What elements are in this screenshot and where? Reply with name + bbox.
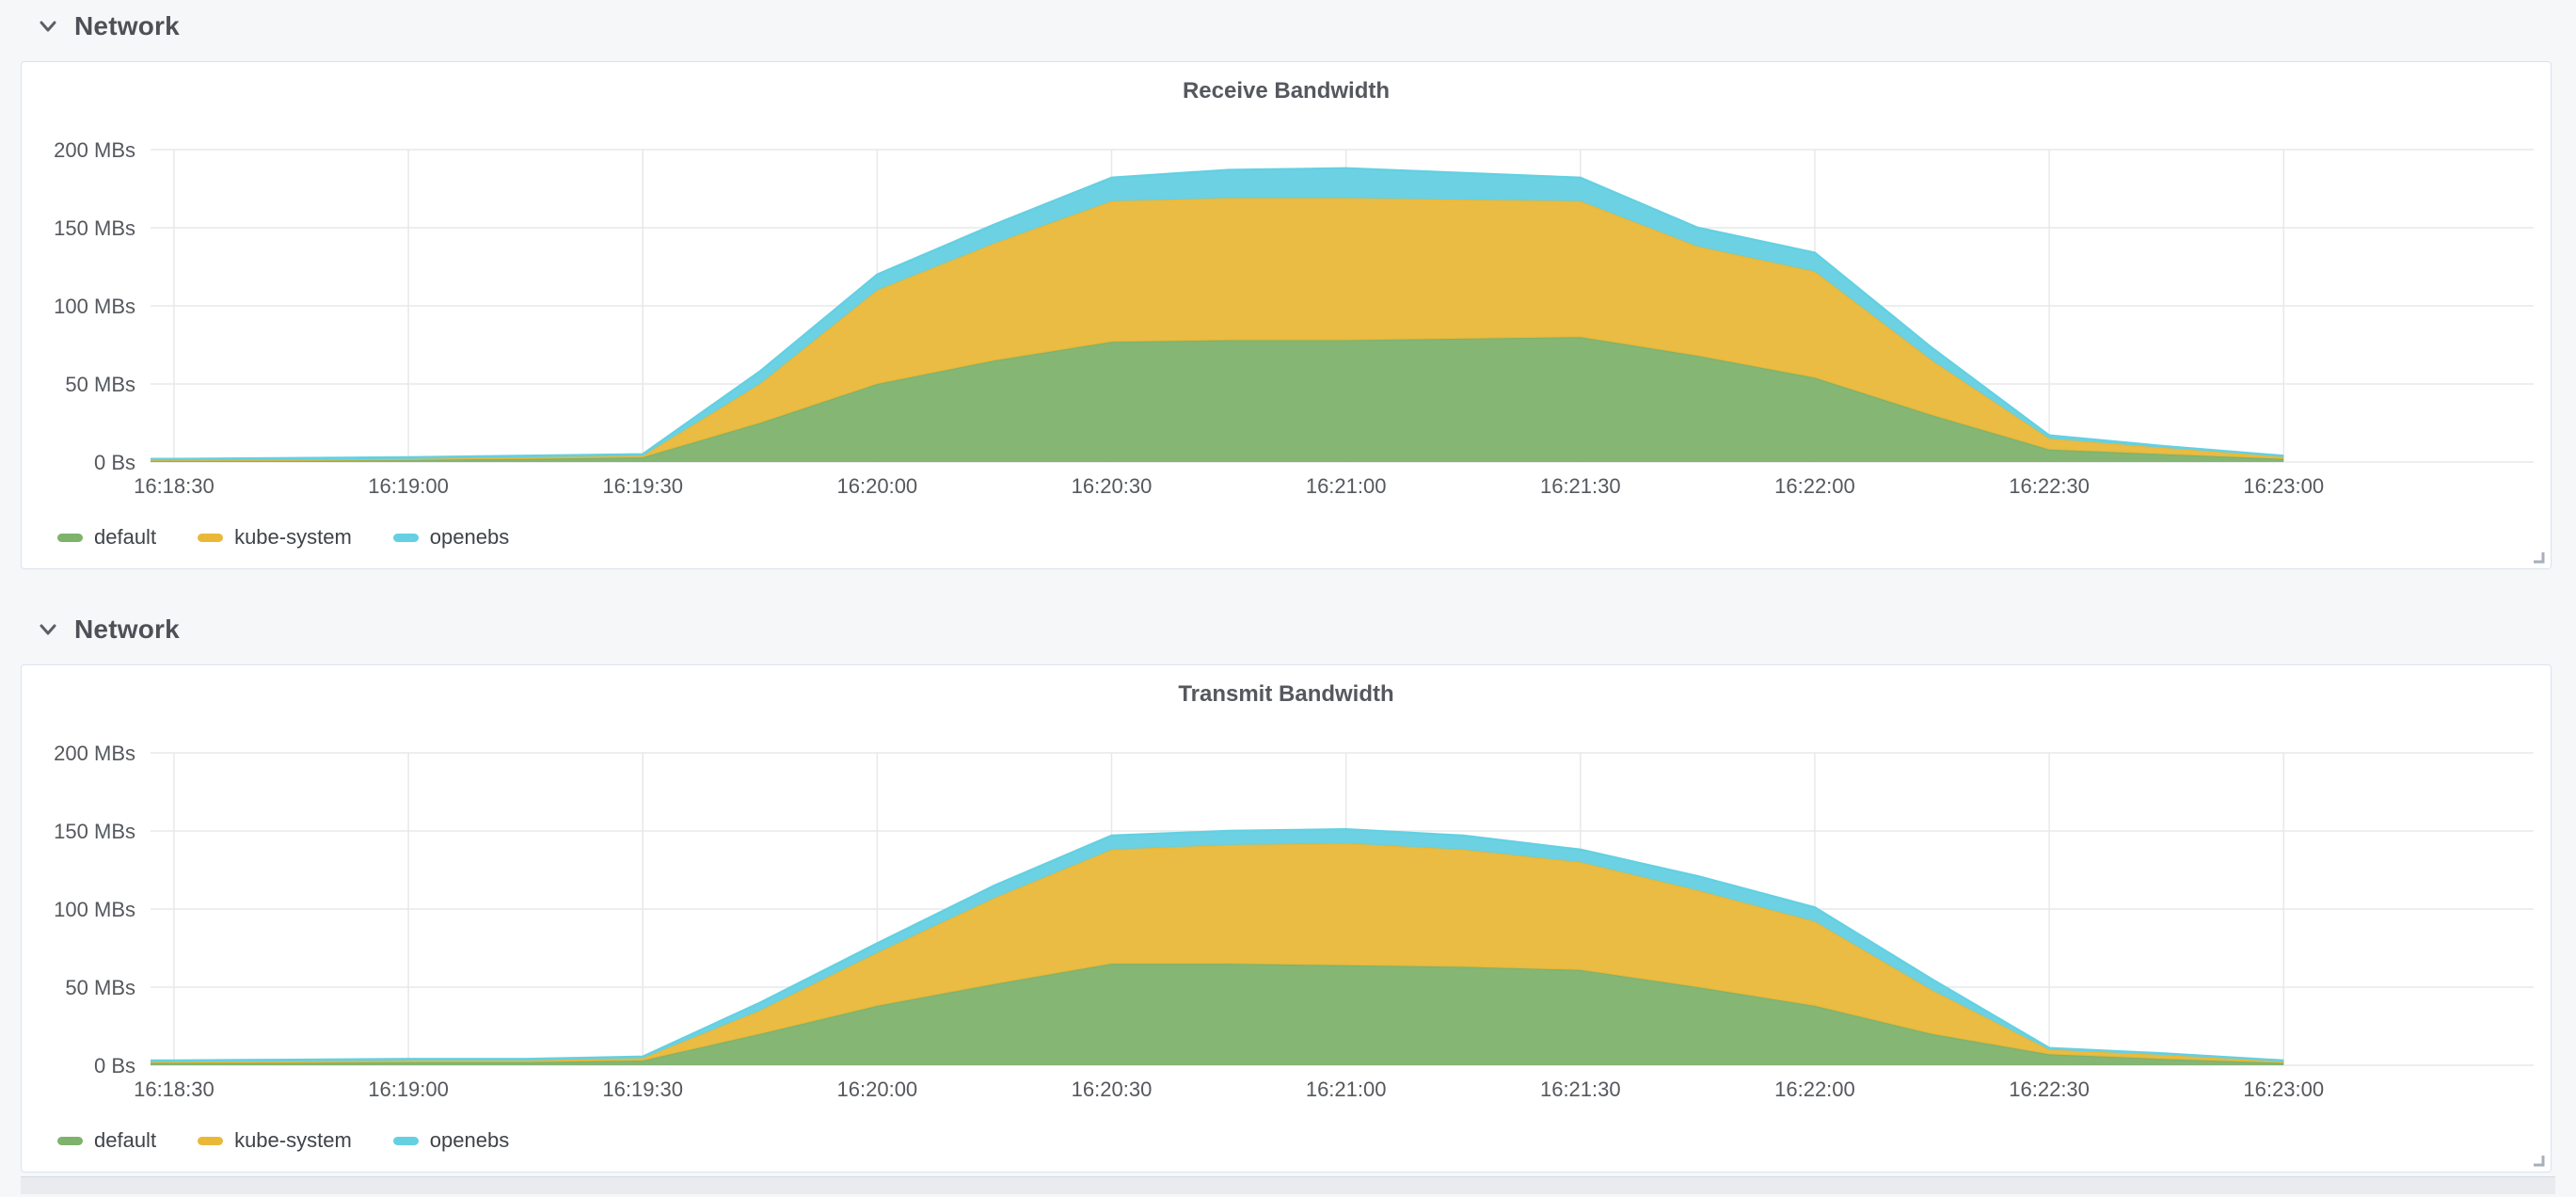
x-axis-label: 16:18:30 xyxy=(134,1077,215,1101)
receive-bandwidth-chart[interactable]: 0 Bs 50 MBs 100 MBs 150 MBs 200 MBs 16:18:30 1… xyxy=(35,119,2537,514)
legend-swatch xyxy=(198,1136,224,1145)
y-axis-label: 0 Bs xyxy=(94,451,135,474)
series-line-openebs xyxy=(151,167,2284,460)
chevron-down-icon xyxy=(36,617,60,642)
legend-label: openebs xyxy=(429,1128,510,1152)
x-axis-label: 16:19:00 xyxy=(368,474,449,498)
panel-resize-handle[interactable] xyxy=(2531,550,2546,565)
x-axis-label: 16:20:30 xyxy=(1072,1077,1153,1101)
x-axis-label: 16:20:30 xyxy=(1072,474,1153,498)
y-axis-label: 50 MBs xyxy=(65,976,135,999)
series-area-kube-system xyxy=(151,198,2284,461)
legend-swatch xyxy=(392,533,419,542)
x-axis-label: 16:20:00 xyxy=(837,474,918,498)
x-axis-label: 16:21:30 xyxy=(1540,1077,1621,1101)
x-axis-label: 16:22:30 xyxy=(2009,1077,2090,1101)
x-axis-label: 16:19:30 xyxy=(602,474,683,498)
legend-item-kube-system[interactable]: kube-system xyxy=(198,525,352,550)
y-axis-label: 150 MBs xyxy=(54,820,135,843)
y-axis-label: 150 MBs xyxy=(54,216,135,240)
legend-label: kube-system xyxy=(234,1128,352,1152)
chart-canvas: 0 Bs 50 MBs 100 MBs 150 MBs 200 MBs 16:18:30 1… xyxy=(54,742,2534,1101)
legend-label: default xyxy=(94,1128,157,1152)
series-area-kube-system xyxy=(151,843,2284,1063)
legend-label: default xyxy=(94,525,157,549)
legend-item-kube-system[interactable]: kube-system xyxy=(198,1128,352,1153)
x-axis-label: 16:23:00 xyxy=(2243,1077,2324,1101)
panel-title[interactable]: Receive Bandwidth xyxy=(1182,78,1391,104)
legend: default kube-system openebs xyxy=(35,1117,2537,1157)
row-title: Network xyxy=(74,11,180,40)
legend-swatch xyxy=(57,1136,83,1145)
x-axis-label: 16:23:00 xyxy=(2243,474,2324,498)
x-axis-label: 16:19:00 xyxy=(368,1077,449,1101)
row-divider xyxy=(21,1176,2555,1194)
x-axis-label: 16:21:30 xyxy=(1540,474,1621,498)
x-axis-label: 16:21:00 xyxy=(1306,1077,1387,1101)
x-axis-label: 16:21:00 xyxy=(1306,474,1387,498)
legend-item-openebs[interactable]: openebs xyxy=(392,1128,510,1153)
series-area-openebs xyxy=(151,168,2284,460)
row-header-network-1[interactable]: Network xyxy=(21,0,2555,43)
panel-title[interactable]: Transmit Bandwidth xyxy=(1178,681,1394,707)
panel-transmit-bandwidth: Transmit Bandwidth 0 Bs 50 MBs 100 MBs 150 … xyxy=(21,664,2552,1173)
legend-swatch xyxy=(198,533,224,542)
y-axis-label: 200 MBs xyxy=(54,742,135,765)
row-title: Network xyxy=(74,614,180,644)
legend-label: openebs xyxy=(429,525,510,549)
x-axis-label: 16:20:00 xyxy=(837,1077,918,1101)
y-axis-label: 100 MBs xyxy=(54,295,135,318)
row-header-network-2[interactable]: Network xyxy=(21,603,2555,646)
legend-item-default[interactable]: default xyxy=(57,1128,156,1153)
legend-swatch xyxy=(57,533,83,542)
transmit-bandwidth-chart[interactable]: 0 Bs 50 MBs 100 MBs 150 MBs 200 MBs 16:18:30 1… xyxy=(35,722,2537,1117)
x-axis-label: 16:22:00 xyxy=(1774,1077,1855,1101)
series-line-openebs xyxy=(151,828,2284,1062)
x-axis-label: 16:18:30 xyxy=(134,474,215,498)
series-area-openebs xyxy=(151,829,2284,1061)
series-area-default xyxy=(151,964,2284,1065)
chart-canvas: 0 Bs 50 MBs 100 MBs 150 MBs 200 MBs 16:18:30 1… xyxy=(54,138,2534,498)
legend-item-openebs[interactable]: openebs xyxy=(392,525,510,550)
panel-resize-handle[interactable] xyxy=(2531,1153,2546,1168)
panel-receive-bandwidth: Receive Bandwidth 0 Bs 50 MBs 100 MBs 150 M… xyxy=(21,61,2552,569)
x-axis-label: 16:22:00 xyxy=(1774,474,1855,498)
legend-swatch xyxy=(392,1136,419,1145)
y-axis-label: 0 Bs xyxy=(94,1054,135,1077)
legend-label: kube-system xyxy=(234,525,352,549)
legend: default kube-system openebs xyxy=(35,514,2537,553)
y-axis-label: 50 MBs xyxy=(65,373,135,396)
y-axis-label: 100 MBs xyxy=(54,898,135,921)
y-axis-label: 200 MBs xyxy=(54,138,135,162)
x-axis-label: 16:19:30 xyxy=(602,1077,683,1101)
chevron-down-icon xyxy=(36,14,60,39)
x-axis-label: 16:22:30 xyxy=(2009,474,2090,498)
legend-item-default[interactable]: default xyxy=(57,525,156,550)
series-area-default xyxy=(151,337,2284,462)
